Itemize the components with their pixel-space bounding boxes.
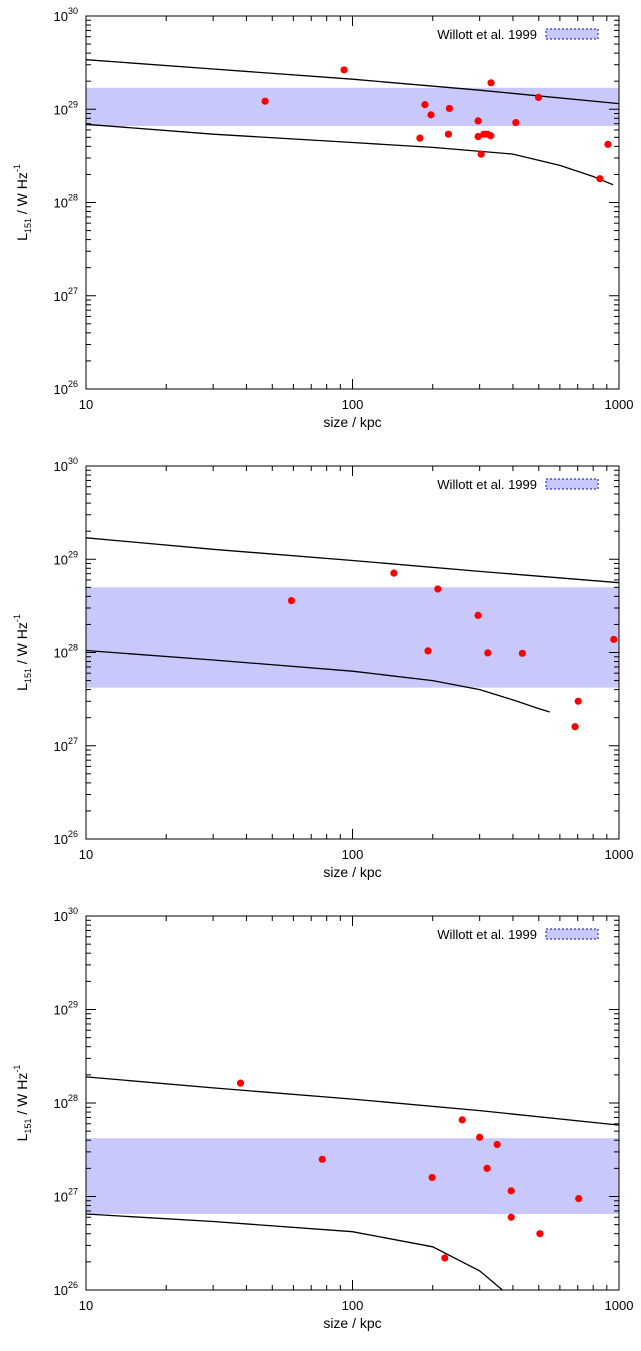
legend-swatch [545, 928, 599, 940]
model-curve-2 [86, 649, 550, 713]
y-tick-label: 1030 [54, 6, 78, 24]
data-point [476, 1133, 484, 1141]
data-point [427, 111, 435, 119]
x-tick-label: 1000 [605, 1298, 634, 1313]
chart-panel-1: 10 100 1000 1026 1027 1028 1029 1030 size / kpc L… [12, 6, 633, 430]
data-point [610, 635, 618, 644]
x-tick-label: 100 [342, 1298, 364, 1313]
data-point [390, 569, 398, 577]
model-curve-2 [86, 123, 614, 186]
data-point [596, 175, 604, 183]
x-axis-label: size / kpc [323, 414, 381, 430]
data-point [536, 1230, 544, 1238]
data-point [261, 97, 269, 105]
y-axis-label: L151 / W Hz-1 [12, 164, 33, 241]
data-point [458, 1116, 466, 1124]
y-tick-label: 1027 [54, 736, 78, 754]
y-tick-label: 1026 [54, 1280, 78, 1298]
data-point [474, 611, 482, 619]
shaded-band [86, 587, 619, 688]
y-axis-label: L151 / W Hz-1 [12, 614, 33, 691]
data-point [424, 647, 432, 655]
legend-label: Willott et al. 1999 [437, 477, 537, 492]
data-point [574, 697, 582, 705]
data-point [477, 150, 485, 158]
y-tick-label: 1028 [54, 1093, 78, 1111]
y-tick-label: 1027 [54, 1187, 78, 1205]
data-point [512, 118, 520, 127]
data-point [421, 101, 429, 109]
data-point [534, 93, 543, 101]
y-tick-label: 1030 [54, 456, 78, 474]
data-point [507, 1187, 515, 1195]
x-tick-label: 10 [79, 397, 93, 412]
x-tick-label: 10 [79, 1298, 93, 1313]
data-point [487, 79, 495, 87]
legend-label: Willott et al. 1999 [437, 927, 537, 942]
data-point [518, 649, 526, 657]
model-curve-1 [86, 1076, 619, 1126]
data-point [487, 132, 495, 140]
x-axis-label: size / kpc [323, 864, 381, 880]
y-tick-label: 1028 [54, 193, 78, 211]
data-point [340, 66, 348, 74]
shaded-band [86, 1138, 619, 1214]
chart-panel-3: 10 100 1000 1026 1027 1028 1029 1030 size / kpc L… [12, 906, 633, 1331]
data-point [575, 1194, 583, 1203]
x-tick-label: 1000 [605, 397, 634, 412]
data-point [484, 649, 492, 657]
data-point [483, 1164, 491, 1172]
model-curve-2 [86, 1213, 503, 1290]
data-point [604, 140, 612, 148]
data-point [493, 1140, 501, 1149]
y-tick-label: 1029 [54, 99, 78, 117]
data-point [474, 132, 482, 141]
y-tick-label: 1029 [54, 1000, 78, 1018]
y-tick-label: 1026 [54, 379, 78, 397]
model-curve-1 [86, 537, 619, 584]
data-point [434, 585, 442, 593]
data-point [507, 1213, 515, 1221]
data-point [445, 104, 454, 113]
data-point [441, 1254, 449, 1262]
data-point [428, 1173, 436, 1182]
legend-label: Willott et al. 1999 [437, 27, 537, 42]
y-tick-label: 1030 [54, 906, 78, 924]
data-point [318, 1155, 326, 1163]
y-tick-label: 1029 [54, 549, 78, 567]
y-tick-label: 1028 [54, 643, 78, 661]
model-curve-1 [86, 59, 619, 105]
y-axis-label: L151 / W Hz-1 [12, 1065, 33, 1142]
legend-swatch [545, 478, 599, 490]
shaded-band [86, 87, 619, 127]
y-tick-label: 1026 [54, 829, 78, 847]
data-point [474, 117, 482, 125]
x-axis-label: size / kpc [323, 1315, 381, 1331]
x-tick-label: 100 [342, 847, 364, 862]
data-point [444, 130, 452, 138]
y-tick-label: 1027 [54, 286, 78, 304]
legend-swatch [545, 28, 599, 40]
data-point [571, 723, 579, 731]
x-tick-label: 100 [342, 397, 364, 412]
x-tick-label: 1000 [605, 847, 634, 862]
data-point [287, 597, 296, 605]
data-point [236, 1079, 245, 1087]
x-tick-label: 10 [79, 847, 93, 862]
chart-panel-2: 10 100 1000 1026 1027 1028 1029 1030 size / kpc L… [12, 456, 633, 880]
data-point [416, 134, 424, 142]
